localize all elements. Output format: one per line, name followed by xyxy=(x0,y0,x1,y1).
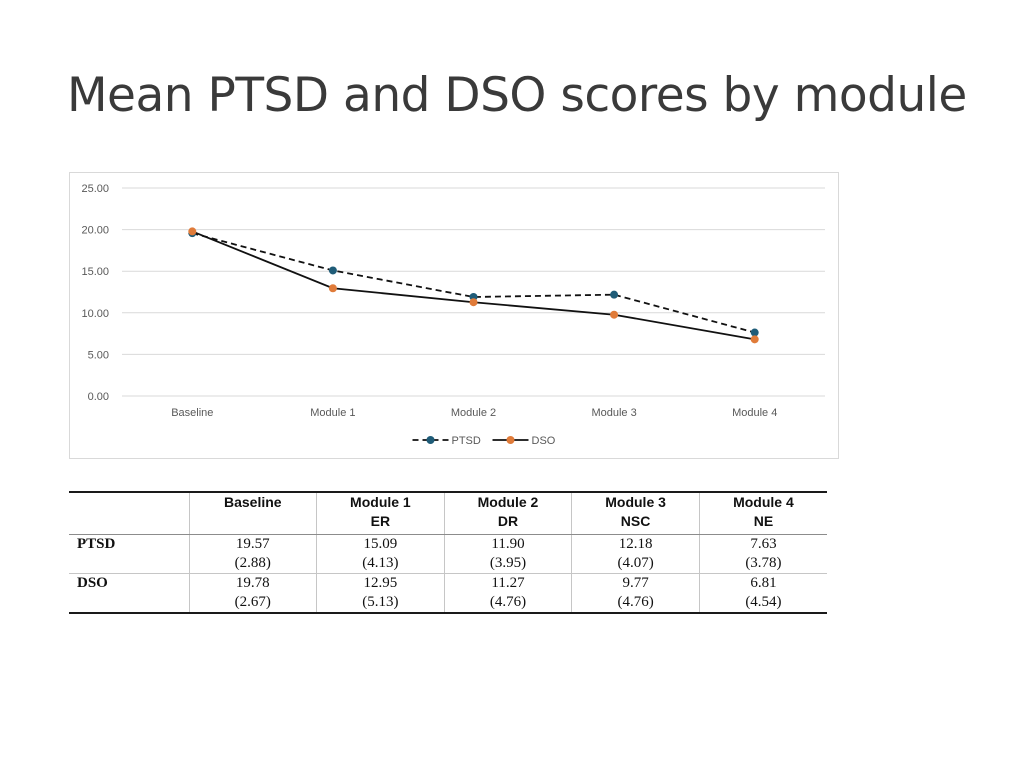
cell-sd: (3.95) xyxy=(489,555,527,571)
table-cell: 12.18 (4.07) xyxy=(571,534,700,574)
x-tick-label: Module 1 xyxy=(310,407,355,419)
header-cell-blank xyxy=(69,492,189,535)
cell-mean: 19.57 xyxy=(235,536,270,552)
series-dso xyxy=(188,227,759,344)
header-line-2: DR xyxy=(497,513,519,529)
scores-table: Baseline Module 1 ER Module 2 DR Module … xyxy=(69,491,827,614)
header-line-1: Baseline xyxy=(224,494,282,510)
data-point xyxy=(750,328,759,337)
header-cell-module-2: Module 2 DR xyxy=(443,492,572,535)
header-line-1: Module 1 xyxy=(350,494,411,510)
header-line-1: Module 4 xyxy=(733,494,794,510)
cell-mean: 11.27 xyxy=(491,575,525,591)
table-cell: 9.77 (4.76) xyxy=(571,573,700,613)
x-tick-label: Baseline xyxy=(171,407,213,419)
header-line-2: ER xyxy=(370,513,391,529)
cell-mean: 19.78 xyxy=(235,575,270,591)
y-tick-label: 20.00 xyxy=(81,225,109,237)
row-label: DSO xyxy=(77,575,108,591)
y-tick-label: 10.00 xyxy=(81,308,109,320)
legend-label: PTSD xyxy=(452,435,481,447)
header-line-1: Module 2 xyxy=(477,494,539,510)
cell-sd: (2.67) xyxy=(234,594,271,610)
cell-mean: 6.81 xyxy=(750,575,777,591)
cell-mean: 9.77 xyxy=(622,575,649,591)
legend: PTSD DSO xyxy=(412,435,556,447)
slide-title: Mean PTSD and DSO scores by module xyxy=(67,68,967,123)
data-point xyxy=(328,284,337,293)
cell-mean: 15.09 xyxy=(363,536,398,552)
cell-sd: (4.13) xyxy=(362,555,399,571)
chart-svg: 0.00 5.00 10.00 15.00 20.00 25.00 Baseline Mod… xyxy=(81,183,825,447)
header-line-1: Module 3 xyxy=(605,494,666,510)
x-tick-label: Module 4 xyxy=(732,407,777,419)
table-cell: 19.78 (2.67) xyxy=(188,573,317,613)
y-axis-tick-labels: 0.00 5.00 10.00 15.00 20.00 25.00 xyxy=(81,183,109,403)
legend-swatch-marker xyxy=(426,436,435,444)
series-lines xyxy=(188,227,759,344)
cell-sd: (4.07) xyxy=(617,555,654,571)
data-point xyxy=(328,266,337,275)
cell-sd: (3.78) xyxy=(745,555,782,571)
y-tick-label: 25.00 xyxy=(81,183,109,195)
gridlines xyxy=(122,187,825,397)
cell-sd: (4.76) xyxy=(617,594,654,610)
y-tick-label: 5.00 xyxy=(88,349,109,361)
header-line-2: NE xyxy=(753,513,774,529)
x-tick-label: Module 2 xyxy=(451,407,496,419)
table-cell: 11.90 (3.95) xyxy=(443,534,572,574)
row-label: PTSD xyxy=(69,534,189,574)
table-cell: 15.09 (4.13) xyxy=(316,534,445,574)
cell-mean: 11.90 xyxy=(491,536,525,552)
cell-sd: (4.76) xyxy=(489,594,527,610)
legend-swatch-marker xyxy=(506,436,515,444)
legend-label: DSO xyxy=(532,435,556,447)
legend-item-dso: DSO xyxy=(492,435,556,447)
legend-item-ptsd: PTSD xyxy=(412,435,481,447)
table-header-row: Baseline Module 1 ER Module 2 DR Module … xyxy=(69,492,827,535)
cell-mean: 7.63 xyxy=(750,536,777,552)
data-point xyxy=(188,227,197,236)
line-chart: 0.00 5.00 10.00 15.00 20.00 25.00 Baseline Mod… xyxy=(69,172,839,459)
y-tick-label: 0.00 xyxy=(88,391,109,403)
table-row-ptsd: PTSD 19.57 (2.88) 15.09 (4.13) 11.90 (3.… xyxy=(69,534,827,574)
data-point xyxy=(610,290,619,299)
cell-sd: (2.88) xyxy=(234,555,271,571)
series-line xyxy=(192,232,755,334)
table-cell: 7.63 (3.78) xyxy=(698,534,827,574)
series-line xyxy=(191,230,755,341)
data-point xyxy=(610,310,619,319)
table-cell: 12.95 (5.13) xyxy=(316,573,445,613)
header-cell-module-1: Module 1 ER xyxy=(316,492,445,535)
header-cell-module-4: Module 4 NE xyxy=(698,492,827,535)
table-row-dso: DSO 19.78 (2.67) 12.95 (5.13) 11.27 (4.7… xyxy=(69,573,827,613)
data-point xyxy=(750,335,759,344)
table-cell: 11.27 (4.76) xyxy=(443,573,572,613)
cell-mean: 12.18 xyxy=(618,536,653,552)
x-axis-tick-labels: Baseline Module 1 Module 2 Module 3 Module 4 xyxy=(171,407,777,419)
header-cell-module-3: Module 3 NSC xyxy=(571,492,700,535)
x-tick-label: Module 3 xyxy=(591,407,636,419)
table-cell: 19.57 (2.88) xyxy=(188,534,317,574)
header-line-2: NSC xyxy=(620,513,651,529)
table-cell: 6.81 (4.54) xyxy=(698,573,827,613)
cell-sd: (5.13) xyxy=(362,594,399,610)
cell-sd: (4.54) xyxy=(745,594,782,610)
series-ptsd xyxy=(188,229,759,337)
y-tick-label: 15.00 xyxy=(81,266,109,278)
header-cell-baseline: Baseline xyxy=(188,492,317,535)
data-point xyxy=(469,298,478,307)
cell-mean: 12.95 xyxy=(363,575,398,591)
